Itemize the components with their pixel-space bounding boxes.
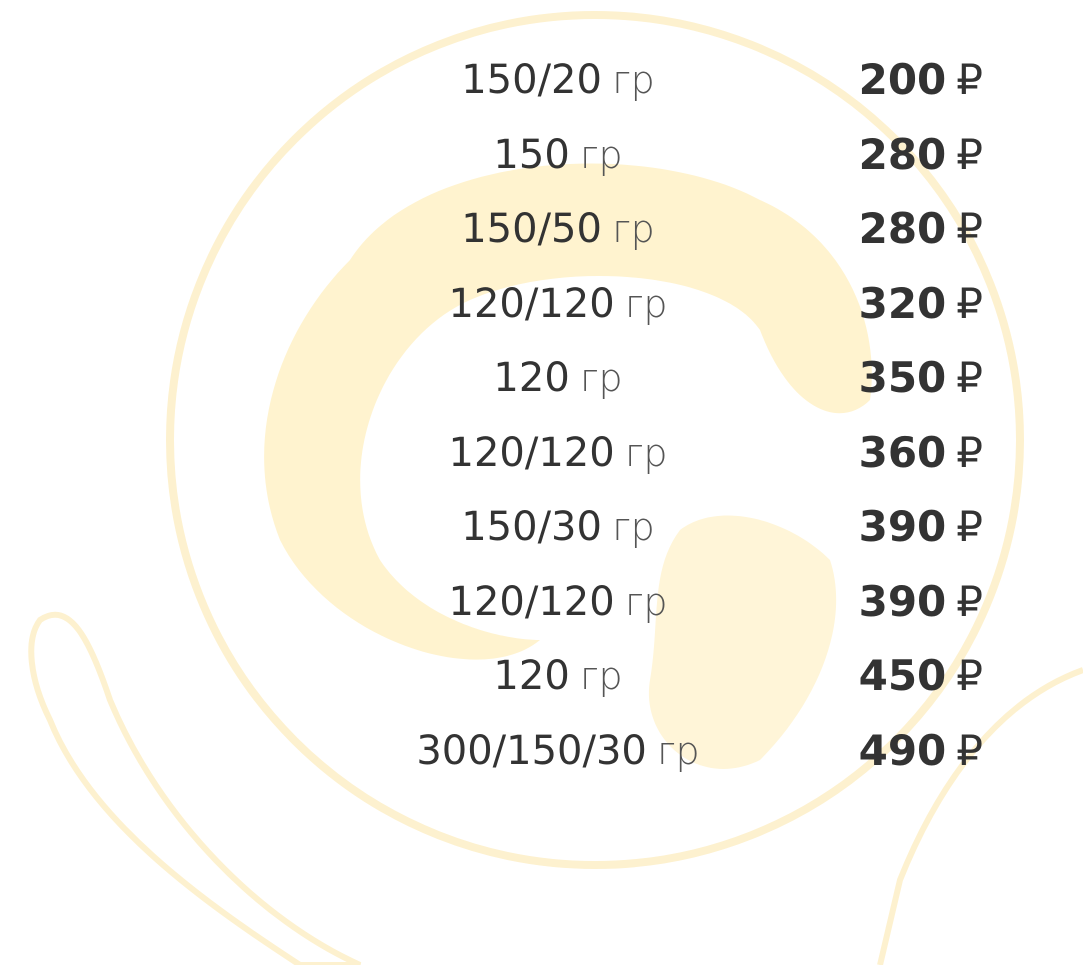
currency: ₽ [956, 576, 983, 626]
currency: ₽ [956, 353, 983, 402]
menu-row: 300/150/30 гр 490 ₽ [0, 721, 1083, 781]
menu-row: 150/50 гр 280 ₽ [0, 199, 1083, 259]
price-value: 280 [858, 129, 947, 179]
weight-unit: гр [624, 430, 668, 475]
price: 390 ₽ [859, 572, 983, 632]
price-value: 490 [858, 725, 947, 775]
price: 450 ₽ [859, 646, 983, 706]
price: 200 ₽ [859, 50, 983, 110]
price-value: 390 [858, 502, 947, 551]
weight: 120 гр [358, 348, 758, 408]
weight-value: 150/20 [461, 57, 602, 103]
weight-value: 120 [493, 653, 570, 699]
price-value: 320 [858, 278, 947, 328]
menu-row: 120 гр 450 ₽ [0, 646, 1083, 706]
currency: ₽ [956, 725, 983, 775]
price: 390 ₽ [859, 497, 983, 557]
price-value: 200 [858, 55, 947, 104]
menu-row: 120/120 гр 390 ₽ [0, 572, 1083, 632]
price: 320 ₽ [859, 274, 983, 334]
weight-unit: гр [579, 132, 623, 177]
weight-value: 300/150/30 [416, 727, 647, 774]
weight-value: 120/120 [448, 578, 615, 625]
weight: 300/150/30 гр [358, 721, 758, 781]
price: 360 ₽ [859, 423, 983, 483]
price-value: 360 [858, 427, 947, 477]
menu-row: 150/20 гр 200 ₽ [0, 50, 1083, 110]
menu-row: 120 гр 350 ₽ [0, 348, 1083, 408]
plate-outline [166, 11, 1024, 869]
garnish [648, 515, 837, 769]
weight-unit: гр [579, 654, 623, 698]
weight-unit: гр [624, 281, 668, 326]
weight-unit: гр [611, 505, 655, 549]
menu-row: 150 гр 280 ₽ [0, 125, 1083, 185]
price-value: 280 [858, 204, 947, 253]
price: 490 ₽ [859, 721, 983, 781]
banana-right [877, 667, 1083, 965]
weight: 120/120 гр [358, 572, 758, 632]
currency: ₽ [956, 427, 983, 477]
weight: 150 гр [358, 125, 758, 185]
currency: ₽ [956, 55, 983, 104]
weight: 120 гр [358, 646, 758, 706]
price: 280 ₽ [859, 125, 983, 185]
weight-unit: гр [656, 728, 700, 773]
price-value: 350 [858, 353, 947, 402]
weight-value: 150/30 [461, 504, 602, 550]
menu-row: 120/120 гр 320 ₽ [0, 274, 1083, 334]
weight-unit: гр [579, 356, 623, 400]
price-value: 450 [858, 651, 947, 700]
croissant [264, 163, 872, 660]
price: 350 ₽ [859, 348, 983, 408]
weight-value: 120/120 [448, 280, 615, 327]
weight: 150/50 гр [358, 199, 758, 259]
weight: 120/120 гр [358, 274, 758, 334]
weight-unit: гр [611, 58, 655, 102]
currency: ₽ [956, 651, 983, 700]
weight: 120/120 гр [358, 423, 758, 483]
currency: ₽ [956, 502, 983, 551]
weight-value: 120 [493, 355, 570, 401]
menu-row: 120/120 гр 360 ₽ [0, 423, 1083, 483]
weight: 150/20 гр [358, 50, 758, 110]
weight-unit: гр [624, 579, 668, 624]
price: 280 ₽ [859, 199, 983, 259]
currency: ₽ [956, 204, 983, 253]
weight-unit: гр [611, 207, 655, 251]
weight-value: 120/120 [448, 429, 615, 476]
currency: ₽ [956, 278, 983, 328]
weight: 150/30 гр [358, 497, 758, 557]
weight-value: 150 [493, 131, 570, 178]
menu-row: 150/30 гр 390 ₽ [0, 497, 1083, 557]
price-value: 390 [858, 576, 947, 626]
currency: ₽ [956, 129, 983, 179]
weight-value: 150/50 [461, 206, 602, 252]
